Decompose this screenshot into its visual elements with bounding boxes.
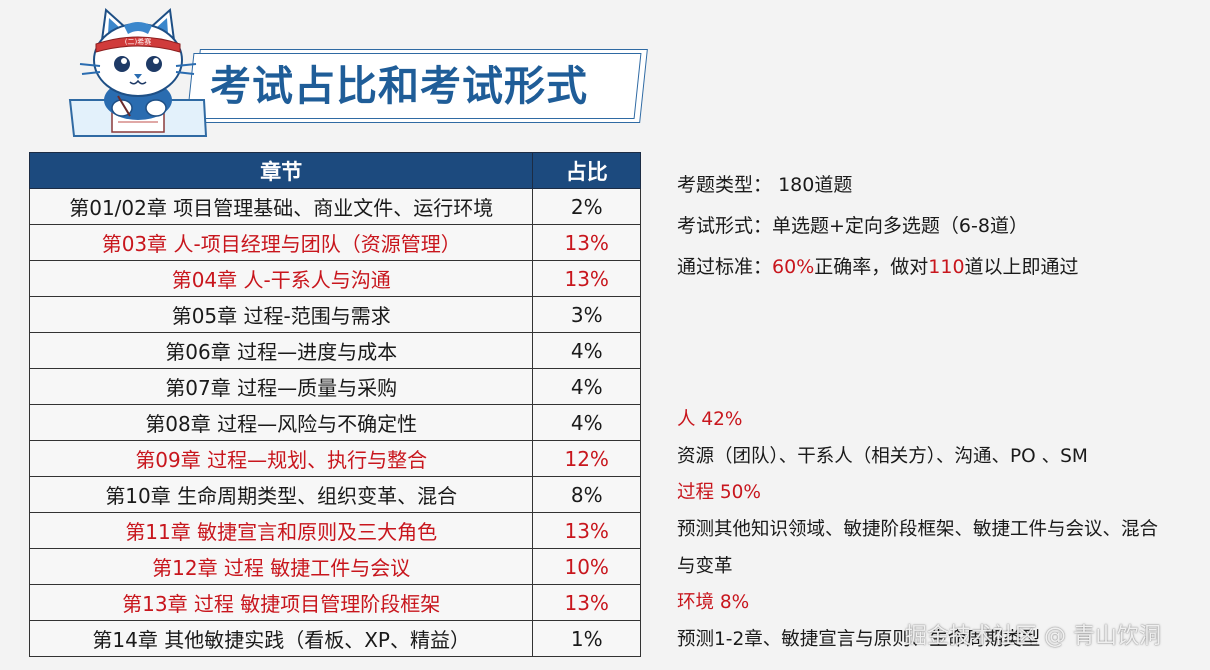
table-row: 第01/02章 项目管理基础、商业文件、运行环境 2% bbox=[28, 188, 641, 225]
table-row: 第10章 生命周期类型、组织变革、混合 8% bbox=[28, 476, 641, 513]
exam-info: 考题类型： 180道题 考试形式：单选题+定向多选题（6-8道） 通过标准：60… bbox=[677, 168, 1079, 291]
share-cell: 3% bbox=[532, 296, 641, 333]
table-row: 第03章 人-项目经理与团队（资源管理） 13% bbox=[28, 224, 641, 261]
chapter-cell: 第12章 过程 敏捷工件与会议 bbox=[28, 548, 534, 585]
table-row: 第14章 其他敏捷实践（看板、XP、精益） 1% bbox=[28, 620, 641, 657]
cat-mascot-icon: (二)希赛 bbox=[68, 7, 208, 137]
table-row: 第07章 过程—质量与采购 4% bbox=[28, 368, 641, 405]
table-row: 第13章 过程 敏捷项目管理阶段框架 13% bbox=[28, 584, 641, 621]
page-title: 考试占比和考试形式 bbox=[210, 62, 588, 110]
share-cell: 13% bbox=[532, 224, 641, 261]
share-cell: 1% bbox=[532, 620, 641, 657]
process-domain-desc-cont: 与变革 bbox=[677, 555, 733, 577]
share-cell: 8% bbox=[532, 476, 641, 513]
chapter-cell: 第14章 其他敏捷实践（看板、XP、精益） bbox=[28, 620, 534, 657]
share-cell: 2% bbox=[532, 188, 641, 225]
table-row: 第09章 过程—规划、执行与整合 12% bbox=[28, 440, 641, 477]
pass-mid-text: 正确率，做对 bbox=[814, 256, 929, 278]
exam-type-value: 180道题 bbox=[778, 174, 853, 196]
column-header-chapter: 章节 bbox=[28, 152, 534, 189]
people-domain-desc: 资源（团队）、干系人（相关方）、沟通、PO 、SM bbox=[677, 445, 1088, 467]
pass-tail-text: 道以上即通过 bbox=[964, 256, 1079, 278]
exam-format-line: 考试形式：单选题+定向多选题（6-8道） bbox=[677, 209, 1079, 250]
exam-type-line: 考题类型： 180道题 bbox=[677, 168, 1079, 209]
process-domain-title: 过程 50% bbox=[677, 482, 761, 504]
chapter-weight-table: 章节 占比 第01/02章 项目管理基础、商业文件、运行环境 2% 第03章 人-… bbox=[28, 152, 641, 657]
pass-rate: 60% bbox=[772, 256, 815, 278]
pass-standard-label: 通过标准： bbox=[677, 256, 773, 278]
column-header-share: 占比 bbox=[532, 152, 641, 189]
chapter-cell: 第08章 过程—风险与不确定性 bbox=[28, 404, 534, 441]
chapter-cell: 第11章 敏捷宣言和原则及三大角色 bbox=[28, 512, 534, 549]
share-cell: 13% bbox=[532, 260, 641, 297]
chapter-cell: 第04章 人-干系人与沟通 bbox=[28, 260, 534, 297]
share-cell: 4% bbox=[532, 404, 641, 441]
svg-text:(二)希赛: (二)希赛 bbox=[125, 37, 151, 46]
chapter-cell: 第06章 过程—进度与成本 bbox=[28, 332, 534, 369]
share-cell: 4% bbox=[532, 332, 641, 369]
share-cell: 13% bbox=[532, 584, 641, 621]
chapter-cell: 第10章 生命周期类型、组织变革、混合 bbox=[28, 476, 534, 513]
exam-type-label: 考题类型： bbox=[677, 174, 773, 196]
share-cell: 10% bbox=[532, 548, 641, 585]
chapter-cell: 第07章 过程—质量与采购 bbox=[28, 368, 534, 405]
chapter-cell: 第05章 过程-范围与需求 bbox=[28, 296, 534, 333]
table-row: 第11章 敏捷宣言和原则及三大角色 13% bbox=[28, 512, 641, 549]
table-row: 第06章 过程—进度与成本 4% bbox=[28, 332, 641, 369]
chapter-cell: 第03章 人-项目经理与团队（资源管理） bbox=[28, 224, 534, 261]
table-header-row: 章节 占比 bbox=[28, 152, 641, 189]
title-banner: 考试占比和考试形式 (二)希赛 bbox=[0, 0, 680, 140]
domain-breakdown: 人 42% 资源（团队）、干系人（相关方）、沟通、PO 、SM 过程 50% 预… bbox=[677, 403, 1210, 660]
table-row: 第04章 人-干系人与沟通 13% bbox=[28, 260, 641, 297]
table-row: 第05章 过程-范围与需求 3% bbox=[28, 296, 641, 333]
table-row: 第12章 过程 敏捷工件与会议 10% bbox=[28, 548, 641, 585]
chapter-cell: 第09章 过程—规划、执行与整合 bbox=[28, 440, 534, 477]
exam-format-label: 考试形式： bbox=[677, 215, 773, 237]
people-domain-title: 人 42% bbox=[677, 409, 743, 430]
chapter-cell: 第13章 过程 敏捷项目管理阶段框架 bbox=[28, 584, 534, 621]
share-cell: 12% bbox=[532, 440, 641, 477]
exam-format-value: 单选题+定向多选题（6-8道） bbox=[772, 215, 1028, 237]
environment-domain-desc: 预测1-2章、敏捷宣言与原则、生命周期类型 bbox=[677, 629, 1041, 651]
watermark: 掘金技术社区 @ 青山饮洞 bbox=[905, 624, 1161, 649]
chapter-cell: 第01/02章 项目管理基础、商业文件、运行环境 bbox=[28, 188, 534, 225]
pass-count: 110 bbox=[928, 256, 965, 278]
table-row: 第08章 过程—风险与不确定性 4% bbox=[28, 404, 641, 441]
process-domain-desc: 预测其他知识领域、敏捷阶段框架、敏捷工件与会议、混合 bbox=[677, 519, 1159, 541]
share-cell: 4% bbox=[532, 368, 641, 405]
environment-domain-title: 环境 8% bbox=[677, 592, 750, 614]
share-cell: 13% bbox=[532, 512, 641, 549]
pass-standard-line: 通过标准：60%正确率，做对110道以上即通过 bbox=[677, 250, 1079, 291]
